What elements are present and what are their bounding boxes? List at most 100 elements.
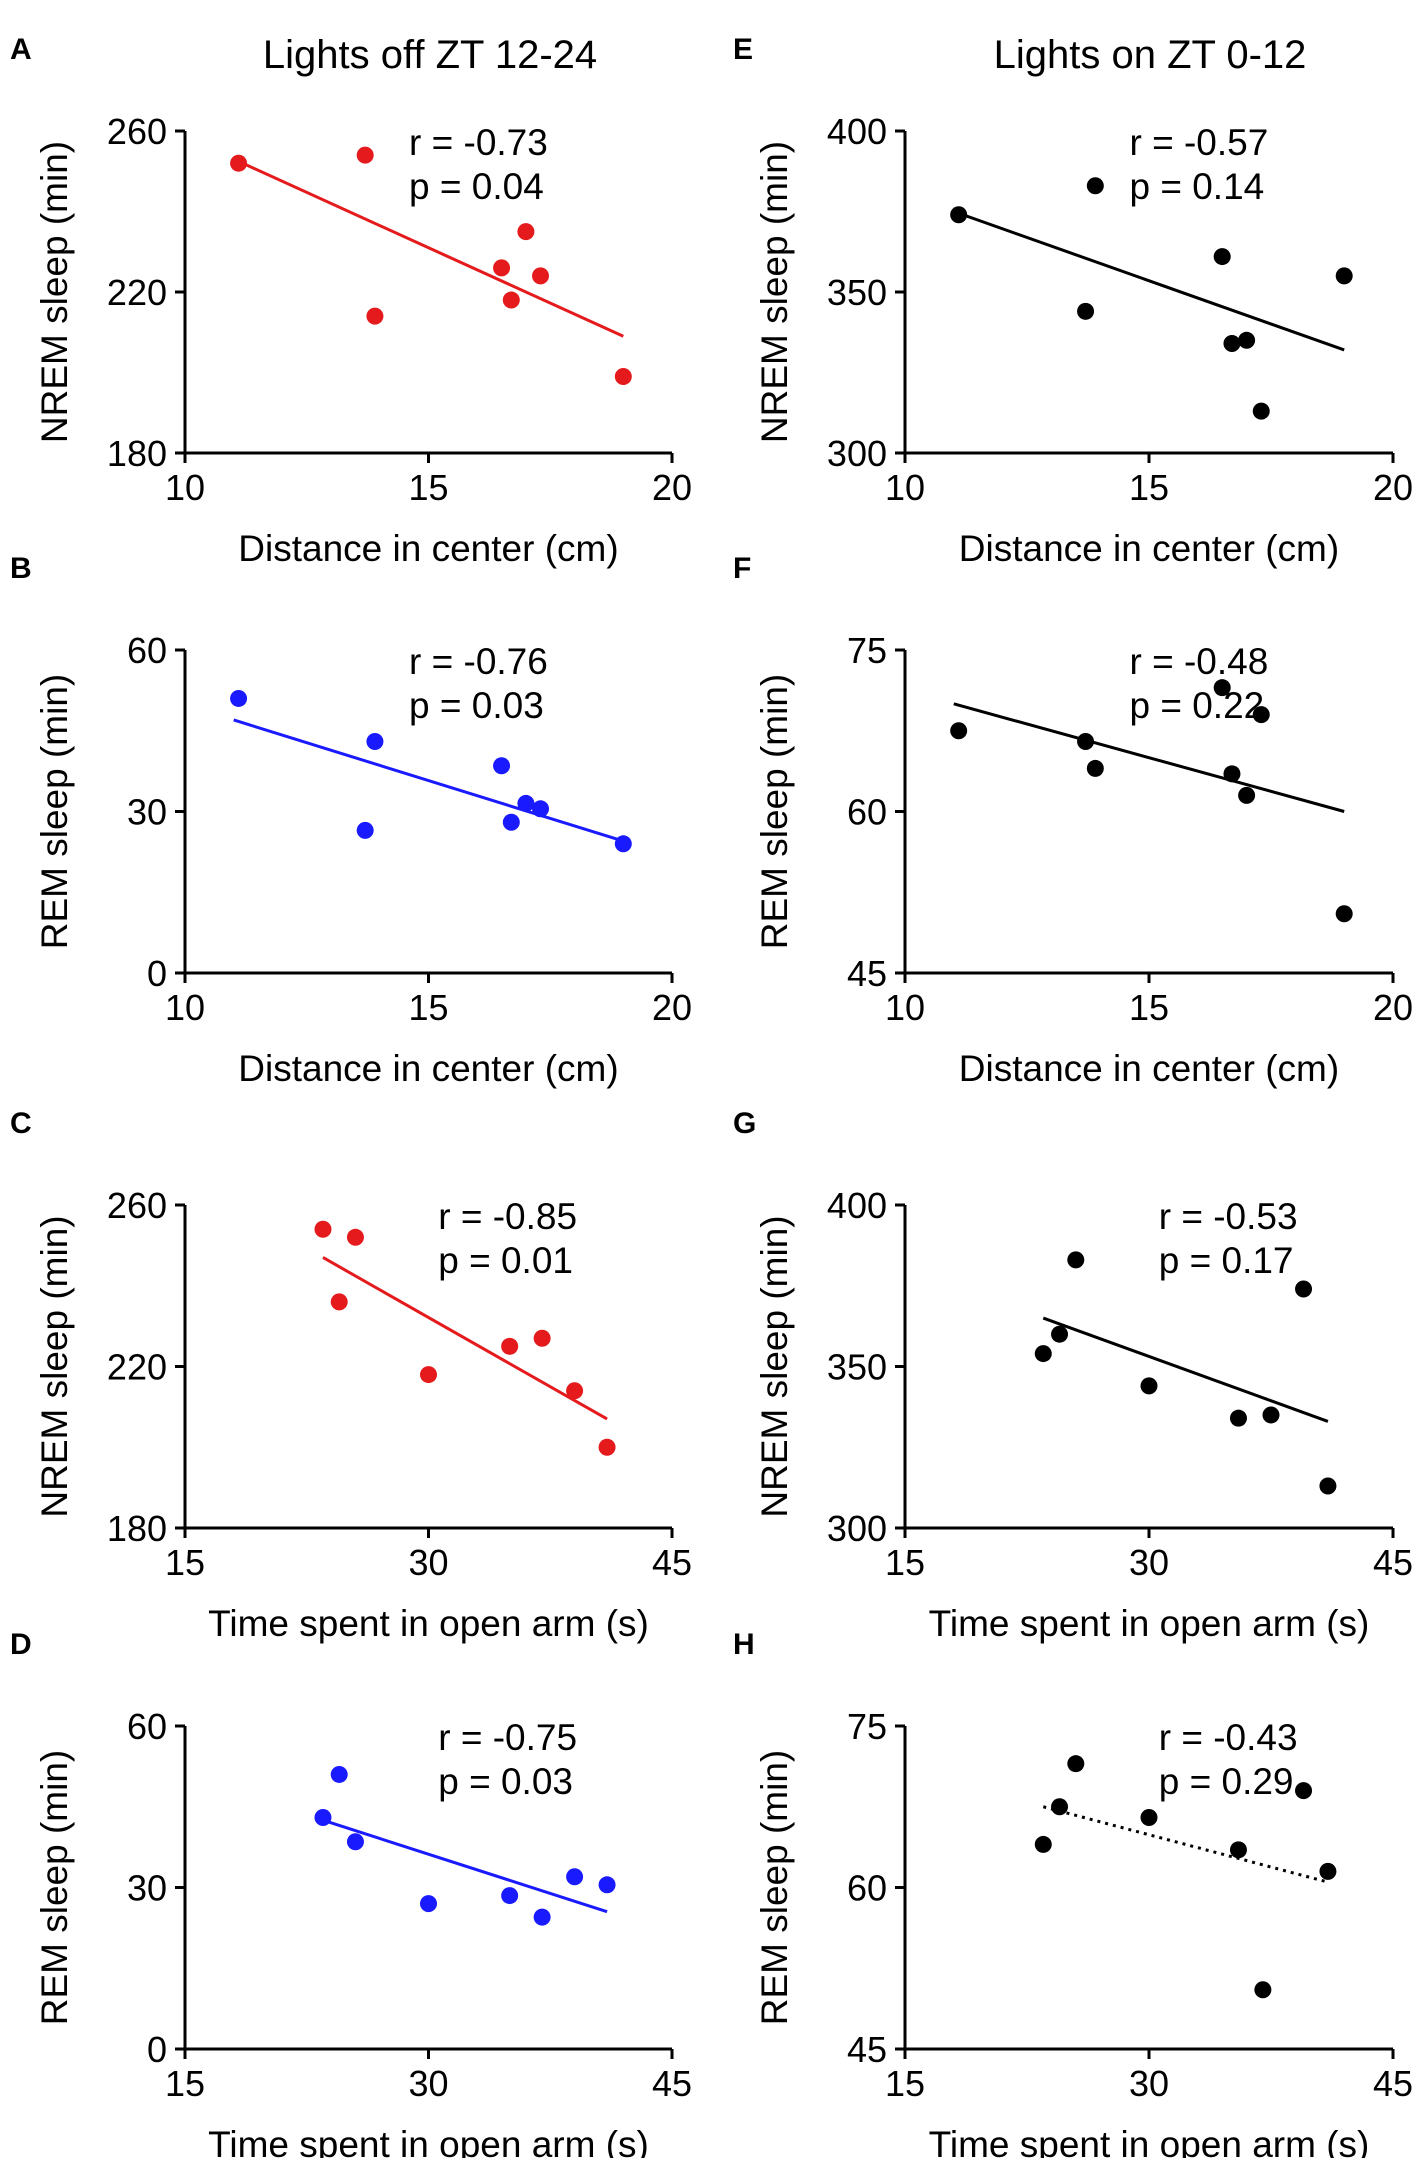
x-axis-label: Time spent in open arm (s)	[208, 1603, 649, 1644]
panel-d: D 15 30 45 0 30 60 Time spent in open arm (s) RE…	[10, 1628, 692, 2158]
panel-letter: G	[733, 1107, 756, 1140]
y-tick-label: 350	[827, 1347, 887, 1388]
data-point	[1086, 177, 1104, 195]
data-point	[598, 1876, 616, 1894]
p-value: p = 0.17	[1159, 1240, 1294, 1281]
y-tick-label: 0	[147, 2029, 167, 2070]
y-axis-label: REM sleep (min)	[34, 674, 75, 950]
r-value: r = -0.57	[1129, 122, 1268, 163]
data-point	[517, 223, 535, 241]
x-tick-label: 15	[1129, 987, 1169, 1028]
data-point	[1077, 302, 1095, 320]
x-tick-label: 20	[1373, 467, 1413, 508]
x-tick-label: 30	[1129, 2063, 1169, 2104]
x-tick-label: 20	[652, 467, 692, 508]
y-tick-label: 60	[847, 792, 887, 833]
data-point	[502, 291, 520, 309]
p-value: p = 0.04	[409, 166, 544, 207]
x-tick-label: 45	[1373, 1542, 1413, 1583]
r-value: r = -0.75	[438, 1717, 577, 1758]
regression-line	[322, 1818, 608, 1914]
data-point	[1067, 1755, 1085, 1773]
r-value: r = -0.43	[1159, 1717, 1298, 1758]
p-value: p = 0.03	[438, 1761, 573, 1802]
y-tick-label: 30	[127, 792, 167, 833]
y-axis-label: NREM sleep (min)	[754, 1215, 795, 1517]
panel-g: G 15 30 45 300 350 400 Time spent in open arm (…	[733, 1107, 1413, 1644]
y-axis-label: NREM sleep (min)	[34, 1215, 75, 1517]
y-tick-label: 60	[127, 1706, 167, 1747]
data-point	[1319, 1477, 1337, 1495]
regression-line	[322, 1256, 608, 1421]
y-tick-label: 180	[107, 433, 167, 474]
y-tick-label: 350	[827, 272, 887, 313]
panel-c: C 15 30 45 180 220 260 Time spent in open arm (…	[10, 1107, 692, 1644]
data-point	[1077, 733, 1095, 751]
panel-letter: C	[10, 1107, 32, 1140]
x-tick-label: 20	[1373, 987, 1413, 1028]
data-point	[532, 267, 550, 285]
data-point	[1034, 1345, 1052, 1363]
y-tick-label: 300	[827, 1508, 887, 1549]
x-tick-label: 45	[1373, 2063, 1413, 2104]
y-axis-label: REM sleep (min)	[754, 1750, 795, 2026]
x-tick-label: 15	[165, 1542, 205, 1583]
y-tick-label: 30	[127, 1868, 167, 1909]
regression-line	[233, 157, 624, 338]
data-point	[330, 1765, 348, 1783]
data-point	[314, 1809, 332, 1827]
y-tick-label: 300	[827, 433, 887, 474]
data-point	[230, 154, 248, 172]
data-point	[950, 206, 968, 224]
x-tick-label: 10	[165, 987, 205, 1028]
x-axis-label: Distance in center (cm)	[959, 1048, 1339, 1089]
data-point	[1295, 1280, 1313, 1298]
data-point	[517, 794, 535, 812]
data-point	[1067, 1251, 1085, 1269]
data-point	[230, 689, 248, 707]
panel-letter: F	[733, 552, 751, 585]
panel-letter: H	[733, 1628, 755, 1661]
x-tick-label: 15	[408, 987, 448, 1028]
data-point	[314, 1220, 332, 1238]
data-point	[598, 1438, 616, 1456]
regression-line	[1042, 1316, 1329, 1423]
y-tick-label: 60	[847, 1868, 887, 1909]
data-point	[533, 1908, 551, 1926]
y-tick-label: 180	[107, 1508, 167, 1549]
panel-e: E 10 15 20 300 350 400 Distance in center (cm) N…	[733, 33, 1413, 569]
data-point	[346, 1228, 364, 1246]
p-value: p = 0.01	[438, 1240, 573, 1281]
data-point	[356, 821, 374, 839]
data-point	[1254, 1981, 1272, 1999]
data-point	[330, 1293, 348, 1311]
column-title-right: Lights on ZT 0-12	[994, 33, 1307, 77]
data-point	[493, 757, 511, 775]
x-tick-label: 30	[408, 2063, 448, 2104]
panel-letter: D	[10, 1628, 32, 1661]
p-value: p = 0.03	[409, 685, 544, 726]
y-tick-label: 75	[847, 1706, 887, 1747]
data-point	[1335, 267, 1353, 285]
p-value: p = 0.14	[1129, 166, 1264, 207]
y-tick-label: 45	[847, 2029, 887, 2070]
y-tick-label: 60	[127, 630, 167, 671]
panel-a: A 10 15 20 180 220 260 Distance in center (cm) N…	[10, 33, 692, 569]
column-title-left: Lights off ZT 12-24	[263, 33, 597, 77]
y-tick-label: 400	[827, 111, 887, 152]
x-tick-label: 10	[165, 467, 205, 508]
data-point	[1229, 1409, 1247, 1427]
data-point	[1051, 1798, 1069, 1816]
x-axis-label: Distance in center (cm)	[238, 528, 618, 569]
data-point	[420, 1895, 437, 1913]
data-point	[1213, 248, 1231, 266]
regression-line	[1042, 1805, 1329, 1884]
data-point	[1051, 1325, 1069, 1343]
x-tick-label: 15	[1129, 467, 1169, 508]
x-axis-label: Time spent in open arm (s)	[208, 2124, 649, 2158]
data-point	[1335, 905, 1353, 923]
y-tick-label: 220	[107, 1347, 167, 1388]
data-point	[1140, 1809, 1158, 1827]
regression-line	[953, 702, 1345, 813]
regression-line	[953, 210, 1345, 352]
